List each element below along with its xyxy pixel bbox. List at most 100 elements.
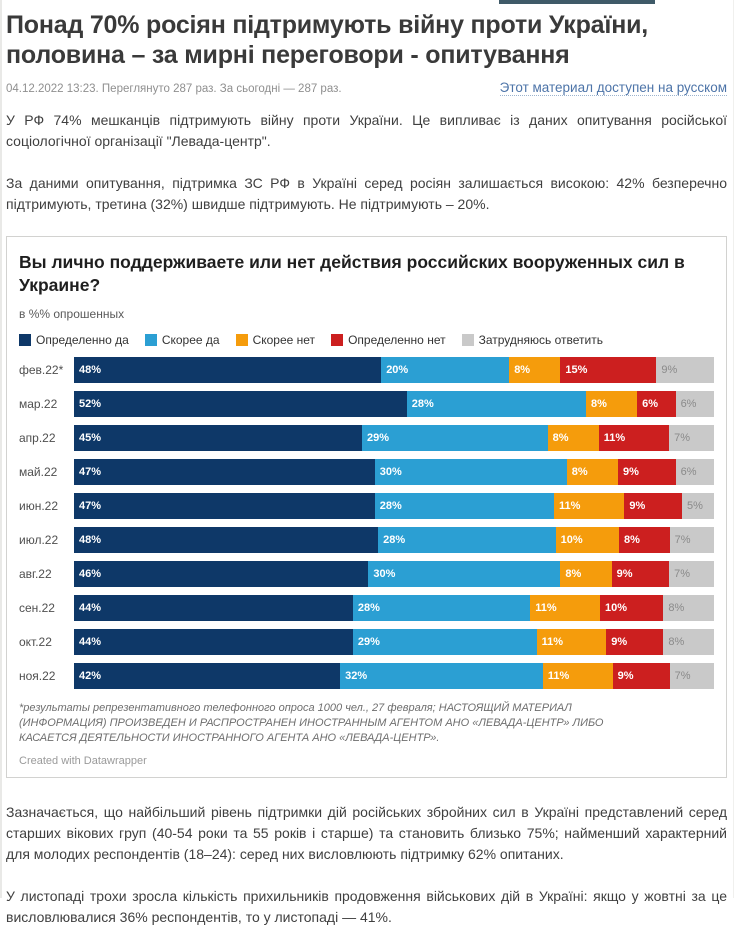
bar-segment-value: 32%: [345, 670, 368, 682]
bar-segment: 8%: [509, 357, 561, 383]
bar-segment: 29%: [352, 629, 537, 655]
bar-segment: 5%: [681, 493, 714, 519]
bar-segment: 48%: [74, 527, 379, 553]
bar-segment-value: 11%: [535, 602, 557, 614]
bar-segment: 48%: [74, 357, 382, 383]
bar-segment: 7%: [669, 663, 715, 689]
bar-segment: 44%: [74, 595, 353, 621]
bar-segment: 20%: [381, 357, 510, 383]
legend-item: Затрудняюсь ответить: [461, 333, 603, 347]
row-label: июл.22: [19, 533, 59, 547]
stacked-bar: 42% 32% 11% 9% 7%: [74, 663, 715, 689]
bar-segment-value: 47%: [79, 500, 102, 512]
row-label: мар.22: [19, 397, 58, 411]
bar-segment-value: 8%: [552, 432, 569, 444]
bar-segment-value: 6%: [680, 466, 697, 478]
legend-item: Определенно нет: [331, 333, 446, 347]
datawrapper-chart-embed: Вы лично поддерживаете или нет действия …: [6, 236, 727, 778]
bar-segment-value: 5%: [686, 500, 703, 512]
bar-segment: 46%: [74, 561, 369, 587]
bar-segment-value: 28%: [383, 534, 406, 546]
page-title: Понад 70% росіян підтримують війну проти…: [6, 11, 649, 69]
bar-segment-value: 7%: [674, 670, 691, 682]
legend-swatch: [331, 334, 344, 346]
chart-row: апр.22 45% 29% 8% 11% 7%: [19, 425, 714, 451]
row-label: фев.22*: [19, 363, 64, 377]
bar-segment-value: 20%: [386, 364, 409, 376]
bar-segment: 8%: [663, 629, 715, 655]
chart-row: мар.22 52% 28% 8% 6% 6%: [19, 391, 714, 417]
bar-segment: 6%: [675, 391, 714, 417]
bar-segment-value: 9%: [616, 568, 633, 580]
bar-segment-value: 46%: [79, 568, 102, 580]
stacked-bar: 45% 29% 8% 11% 7%: [74, 425, 714, 451]
bar-segment-value: 6%: [642, 398, 659, 410]
chart-row: авг.22 46% 30% 8% 9% 7%: [19, 561, 714, 587]
legend-label: Определенно нет: [348, 333, 446, 347]
legend-label: Затрудняюсь ответить: [478, 333, 603, 347]
bar-segment: 9%: [624, 493, 682, 519]
bar-segment-value: 30%: [373, 568, 396, 580]
chart-row: фев.22* 48% 20% 8% 15% 9%: [19, 357, 714, 383]
bar-segment-value: 9%: [661, 364, 678, 376]
chart-row: июн.22 47% 28% 11% 9% 5%: [19, 493, 714, 519]
bar-segment: 9%: [656, 357, 714, 383]
stacked-bar: 44% 28% 11% 10% 8%: [74, 595, 715, 621]
article-meta-row: 04.12.2022 13:23. Переглянуто 287 раз. З…: [6, 80, 727, 96]
bar-segment-value: 8%: [623, 534, 640, 546]
article-paragraph-4: У листопаді трохи зросла кількість прихи…: [6, 888, 727, 925]
bar-segment: 29%: [362, 425, 548, 451]
bar-segment: 47%: [74, 459, 375, 485]
bar-segment-value: 6%: [680, 398, 697, 410]
bar-segment-value: 29%: [367, 432, 390, 444]
article-paragraph-3: Зазначається, що найбільший рівень підтр…: [6, 804, 727, 862]
chart-row: окт.22 44% 29% 11% 9% 8%: [19, 629, 715, 655]
bar-segment-value: 8%: [590, 398, 607, 410]
bar-segment: 8%: [618, 527, 670, 553]
bar-segment: 11%: [536, 629, 607, 655]
bar-segment: 11%: [598, 425, 670, 451]
chart-row: июл.22 48% 28% 10% 8% 7%: [19, 527, 715, 553]
bar-segment: 28%: [374, 493, 554, 519]
bar-segment-value: 10%: [560, 534, 583, 546]
legend-label: Скорее да: [161, 333, 220, 347]
legend-swatch: [235, 334, 248, 346]
bar-segment-value: 11%: [603, 432, 626, 444]
article-paragraph-1: У РФ 74% мешканців підтримують війну про…: [6, 112, 727, 149]
bar-segment-value: 8%: [668, 602, 685, 614]
bar-segment-value: 7%: [674, 568, 691, 580]
bar-segment: 9%: [606, 629, 664, 655]
bar-segment-value: 44%: [79, 636, 102, 648]
bar-segment: 45%: [74, 425, 362, 451]
article-date-views: 04.12.2022 13:23. Переглянуто 287 раз. З…: [6, 83, 342, 95]
bar-segment: 15%: [560, 357, 657, 383]
bar-segment: 11%: [542, 663, 613, 689]
bar-segment: 9%: [617, 459, 676, 485]
bar-segment: 32%: [340, 663, 543, 689]
bar-segment-value: 48%: [79, 534, 102, 546]
bar-segment-value: 10%: [604, 602, 627, 614]
bar-segment-value: 8%: [514, 364, 531, 376]
stacked-bar: 52% 28% 8% 6% 6%: [74, 391, 714, 417]
stacked-bar: 47% 30% 8% 9% 6%: [74, 459, 714, 485]
legend-item: Скорее нет: [235, 333, 315, 347]
bar-segment-value: 28%: [411, 398, 434, 410]
stacked-bar: 48% 28% 10% 8% 7%: [74, 527, 715, 553]
bar-segment: 7%: [669, 527, 715, 553]
language-switch-link[interactable]: Этот материал доступен на русском: [499, 80, 727, 96]
bar-segment-value: 9%: [611, 636, 628, 648]
bar-segment-value: 11%: [547, 670, 570, 682]
bar-segment-value: 30%: [379, 466, 402, 478]
bar-segment: 11%: [553, 493, 625, 519]
bar-segment-value: 7%: [674, 432, 691, 444]
stacked-bar: 44% 29% 11% 9% 8%: [74, 629, 715, 655]
bar-segment: 30%: [368, 561, 561, 587]
chart-rows: фев.22* 48% 20% 8% 15% 9% мар.22 52% 28% 8% 6% 6% ап…: [19, 357, 715, 689]
bar-segment: 8%: [560, 561, 612, 587]
bar-segment-value: 9%: [622, 466, 639, 478]
chart-subtitle: в %% опрошенных: [19, 307, 125, 321]
row-label: сен.22: [19, 601, 55, 615]
bar-segment-value: 8%: [668, 636, 685, 648]
bar-segment-value: 28%: [357, 602, 380, 614]
